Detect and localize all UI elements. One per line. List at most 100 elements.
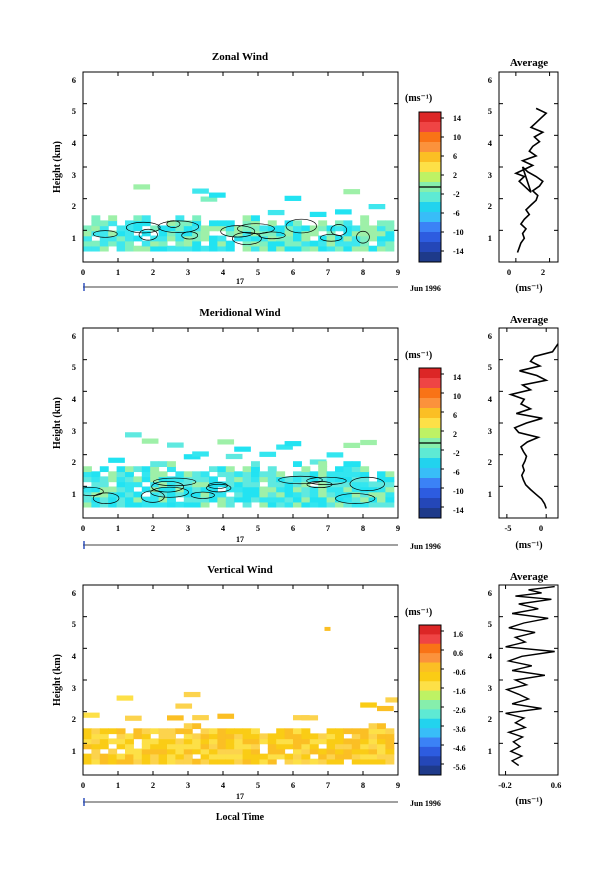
heatmap-cell [133,491,143,498]
heatmap-cell [377,758,386,765]
average-y-tick-label: 4 [488,394,493,404]
heatmap-cell [141,215,151,222]
heatmap-cell [318,501,328,508]
heatmap-cell [125,245,134,252]
heatmap-cell [200,476,210,483]
heatmap-cell [385,743,395,750]
heatmap-cell [343,230,353,237]
colorbar-segment [419,508,441,519]
heatmap-cell [158,486,168,493]
heatmap-cell [167,748,176,755]
heatmap-cell [293,486,302,493]
heatmap-cell [141,743,151,750]
heatmap-cell [141,240,151,247]
heatmap-cell [309,733,319,740]
heatmap-cell [225,240,235,247]
heatmap-cell [183,758,193,765]
heatmap-cell [99,728,109,735]
heatmap-cell [167,728,176,735]
heatmap-cell [276,225,286,232]
heatmap-cell [267,240,277,247]
heatmap-cell [183,481,193,488]
heatmap-cell [200,758,210,765]
heatmap-cell [108,240,118,247]
contour-line [356,230,370,244]
heatmap-cell [326,738,336,745]
colorbar-segment [419,746,441,757]
colorbar-segment [419,398,441,409]
y-tick-label: 1 [72,746,76,756]
heatmap-cell [234,753,244,760]
heatmap-cell [133,235,143,242]
heatmap-cell [385,235,395,242]
heatmap-cell [251,748,260,755]
average-title: Average [510,571,548,583]
heatmap-cell [158,461,168,467]
date-label: Jun 1996 [410,542,441,551]
heatmap-cell [259,476,269,483]
heatmap-cell [83,753,92,760]
heatmap-cell [116,758,126,765]
heatmap-cell [108,235,118,242]
heatmap-cell [318,225,328,232]
colorbar-segment [419,690,441,701]
contour-lines [92,218,370,245]
x-tick-label: 3 [186,523,190,533]
heatmap-cell [351,491,361,498]
heatmap-cell [116,245,126,252]
heatmap-cell [192,245,202,252]
heatmap-cell [158,748,168,755]
heatmap-cell [259,496,269,503]
heatmap-cell [225,471,235,478]
heatmap-cell [284,441,302,447]
heatmap-cell [192,481,202,488]
x-tick-label: 7 [326,523,331,533]
heatmap-cell [276,753,286,760]
colorbar-segment [419,643,441,654]
heatmap-cell [276,743,286,750]
heatmap-cell [175,703,193,709]
heatmap-cell [217,748,227,755]
heatmap-cell [108,476,118,483]
heatmap-cell [343,753,353,760]
x-tick-label: 2 [151,523,155,533]
heatmap-cell [368,723,378,730]
heatmap-cell [385,220,395,227]
heatmap-cell [377,723,386,730]
heatmap-cell [99,481,109,488]
heatmap-cell [309,476,319,483]
heatmap-cell [326,486,336,493]
heatmap-cell [99,738,109,745]
heatmap-cell [326,235,336,242]
heatmap-cell [318,496,328,503]
heatmap-cell [209,240,218,247]
heatmap-cell [83,230,92,237]
heatmap-cell [234,728,244,735]
heatmap-cell [183,501,193,508]
heatmap-cell [116,230,126,237]
heatmap-cell [183,486,193,493]
heatmap-cell [242,728,252,735]
contour-line [83,486,104,497]
heatmap-cell [158,230,168,237]
heatmap-cell [368,733,378,740]
heatmap-cell [335,753,344,760]
heatmap-cell [267,743,277,750]
heatmap-cell [150,225,160,232]
heatmap-cell [158,240,168,247]
contour-line [190,491,215,499]
heatmap-cell [141,438,159,444]
heatmap-cell [326,476,336,483]
heatmap-cell [351,728,361,735]
heatmap-cell [368,748,378,755]
heatmap-cell [360,486,370,493]
heatmap-cell [335,235,344,242]
heatmap-cell [276,230,286,237]
colorbar-segment [419,418,441,429]
colorbar-tick-label: -14 [453,506,464,515]
heatmap-cell [116,695,134,701]
y-tick-label: 2 [72,201,76,211]
heatmap-cell [91,215,101,222]
heatmap-cell [259,733,269,740]
heatmap-cell [183,753,193,760]
